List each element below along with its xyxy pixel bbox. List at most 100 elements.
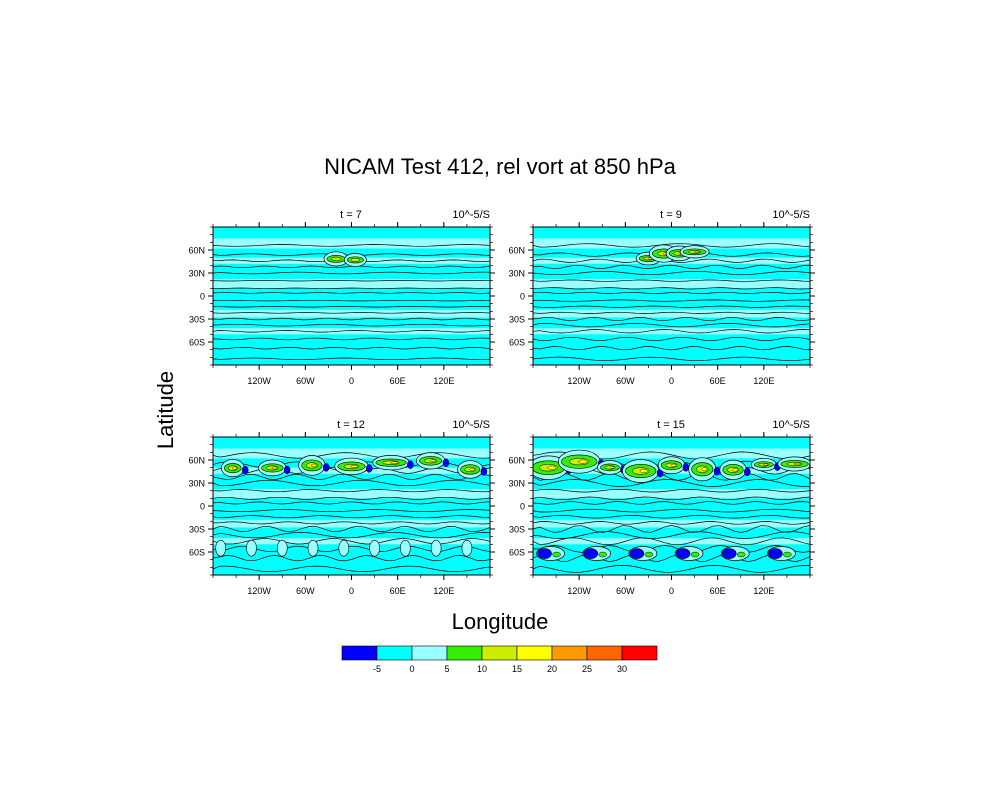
negative-vortex — [713, 467, 721, 476]
band — [533, 309, 810, 318]
contour-line — [533, 531, 810, 539]
eddy — [334, 457, 369, 476]
contour-line — [213, 565, 490, 573]
eddy — [720, 546, 750, 561]
contour-field — [213, 238, 490, 361]
band — [533, 467, 810, 474]
x-tick-label: 120E — [753, 376, 774, 386]
contour-line — [213, 496, 490, 500]
eddy-core — [609, 466, 615, 469]
contour-line — [533, 545, 810, 553]
y-tick-label: 30S — [509, 525, 525, 535]
eddy — [430, 539, 442, 557]
contour-line — [533, 252, 810, 257]
contour-line — [213, 253, 490, 256]
contour-line — [213, 452, 490, 459]
eddy-core — [786, 461, 803, 466]
eddy-core — [643, 256, 654, 261]
contour-line — [533, 243, 810, 248]
eddy-core — [732, 468, 738, 472]
eddy-core — [625, 464, 657, 478]
eddy — [323, 251, 349, 267]
x-tick-label: 120W — [247, 586, 271, 596]
contour-line — [533, 279, 810, 282]
eddy-core — [464, 466, 476, 473]
negative-vortex — [407, 460, 414, 469]
contour-line — [533, 451, 810, 460]
band — [533, 538, 810, 545]
contour-line — [213, 501, 490, 505]
colorbar-swatch — [586, 645, 623, 661]
colorbar-swatch — [376, 645, 413, 661]
negative-vortex — [565, 465, 573, 474]
eddy-core — [337, 461, 366, 472]
eddy-core — [533, 460, 566, 475]
band — [213, 538, 490, 545]
negative-vortex — [241, 465, 249, 475]
eddy — [767, 546, 796, 561]
y-tick-label: 30N — [508, 479, 525, 489]
band — [213, 489, 490, 499]
eddy-core — [266, 465, 279, 471]
x-tick-label: 120E — [753, 586, 774, 596]
eddy-core — [600, 463, 620, 472]
eddy — [582, 546, 612, 561]
band — [533, 257, 810, 264]
eddy-core — [763, 463, 769, 466]
panel-label: t = 9 — [660, 209, 682, 221]
eddy-core — [660, 460, 683, 471]
band — [533, 328, 810, 335]
contour-line — [213, 509, 490, 513]
eddy-core — [224, 463, 242, 474]
contour-line — [213, 271, 490, 275]
contour-line — [213, 265, 490, 269]
band — [533, 279, 810, 289]
negative-vortex — [629, 548, 645, 559]
eddy-core — [668, 249, 690, 258]
plot-background — [533, 227, 810, 365]
x-tick-label: 0 — [669, 586, 674, 596]
eddy-core — [682, 248, 707, 256]
eddy-core — [232, 466, 237, 470]
negative-vortex — [597, 459, 605, 468]
band — [213, 467, 490, 474]
eddy-core — [632, 467, 650, 475]
plot-frame — [212, 226, 491, 366]
y-tick-label: 30S — [509, 315, 525, 325]
eddy — [298, 455, 326, 476]
panel-label: t = 7 — [340, 209, 362, 221]
eddy-core — [271, 466, 278, 470]
eddy — [343, 253, 367, 267]
eddy-core — [560, 454, 598, 469]
eddy — [750, 457, 777, 472]
x-tick-label: 0 — [349, 376, 354, 386]
eddy — [276, 539, 288, 557]
figure-title: NICAM Test 412, rel vort at 850 hPa — [324, 154, 676, 179]
band — [213, 279, 490, 289]
panel-label: t = 12 — [337, 419, 365, 431]
y-tick-label: 30N — [508, 269, 525, 279]
contour-line — [533, 479, 810, 487]
x-tick-label: 60E — [390, 376, 406, 386]
eddy — [307, 539, 319, 557]
x-tick-label: 60W — [296, 376, 315, 386]
contour-line — [533, 496, 810, 501]
eddy — [777, 456, 810, 472]
colorbar-swatch — [621, 645, 658, 661]
y-tick-label: 30N — [188, 269, 205, 279]
negative-vortex — [365, 464, 373, 473]
eddy-core — [227, 465, 238, 471]
colorbar-swatch — [481, 645, 518, 661]
colorbar-swatch — [341, 645, 378, 661]
band — [533, 489, 810, 499]
contour-line — [213, 330, 490, 333]
eddy-core — [665, 462, 678, 468]
contour-line — [213, 259, 490, 262]
negative-vortex — [583, 548, 599, 559]
contour-line — [533, 336, 810, 341]
eddy-core — [390, 461, 399, 464]
eddy — [536, 546, 565, 561]
eddy — [258, 459, 287, 477]
